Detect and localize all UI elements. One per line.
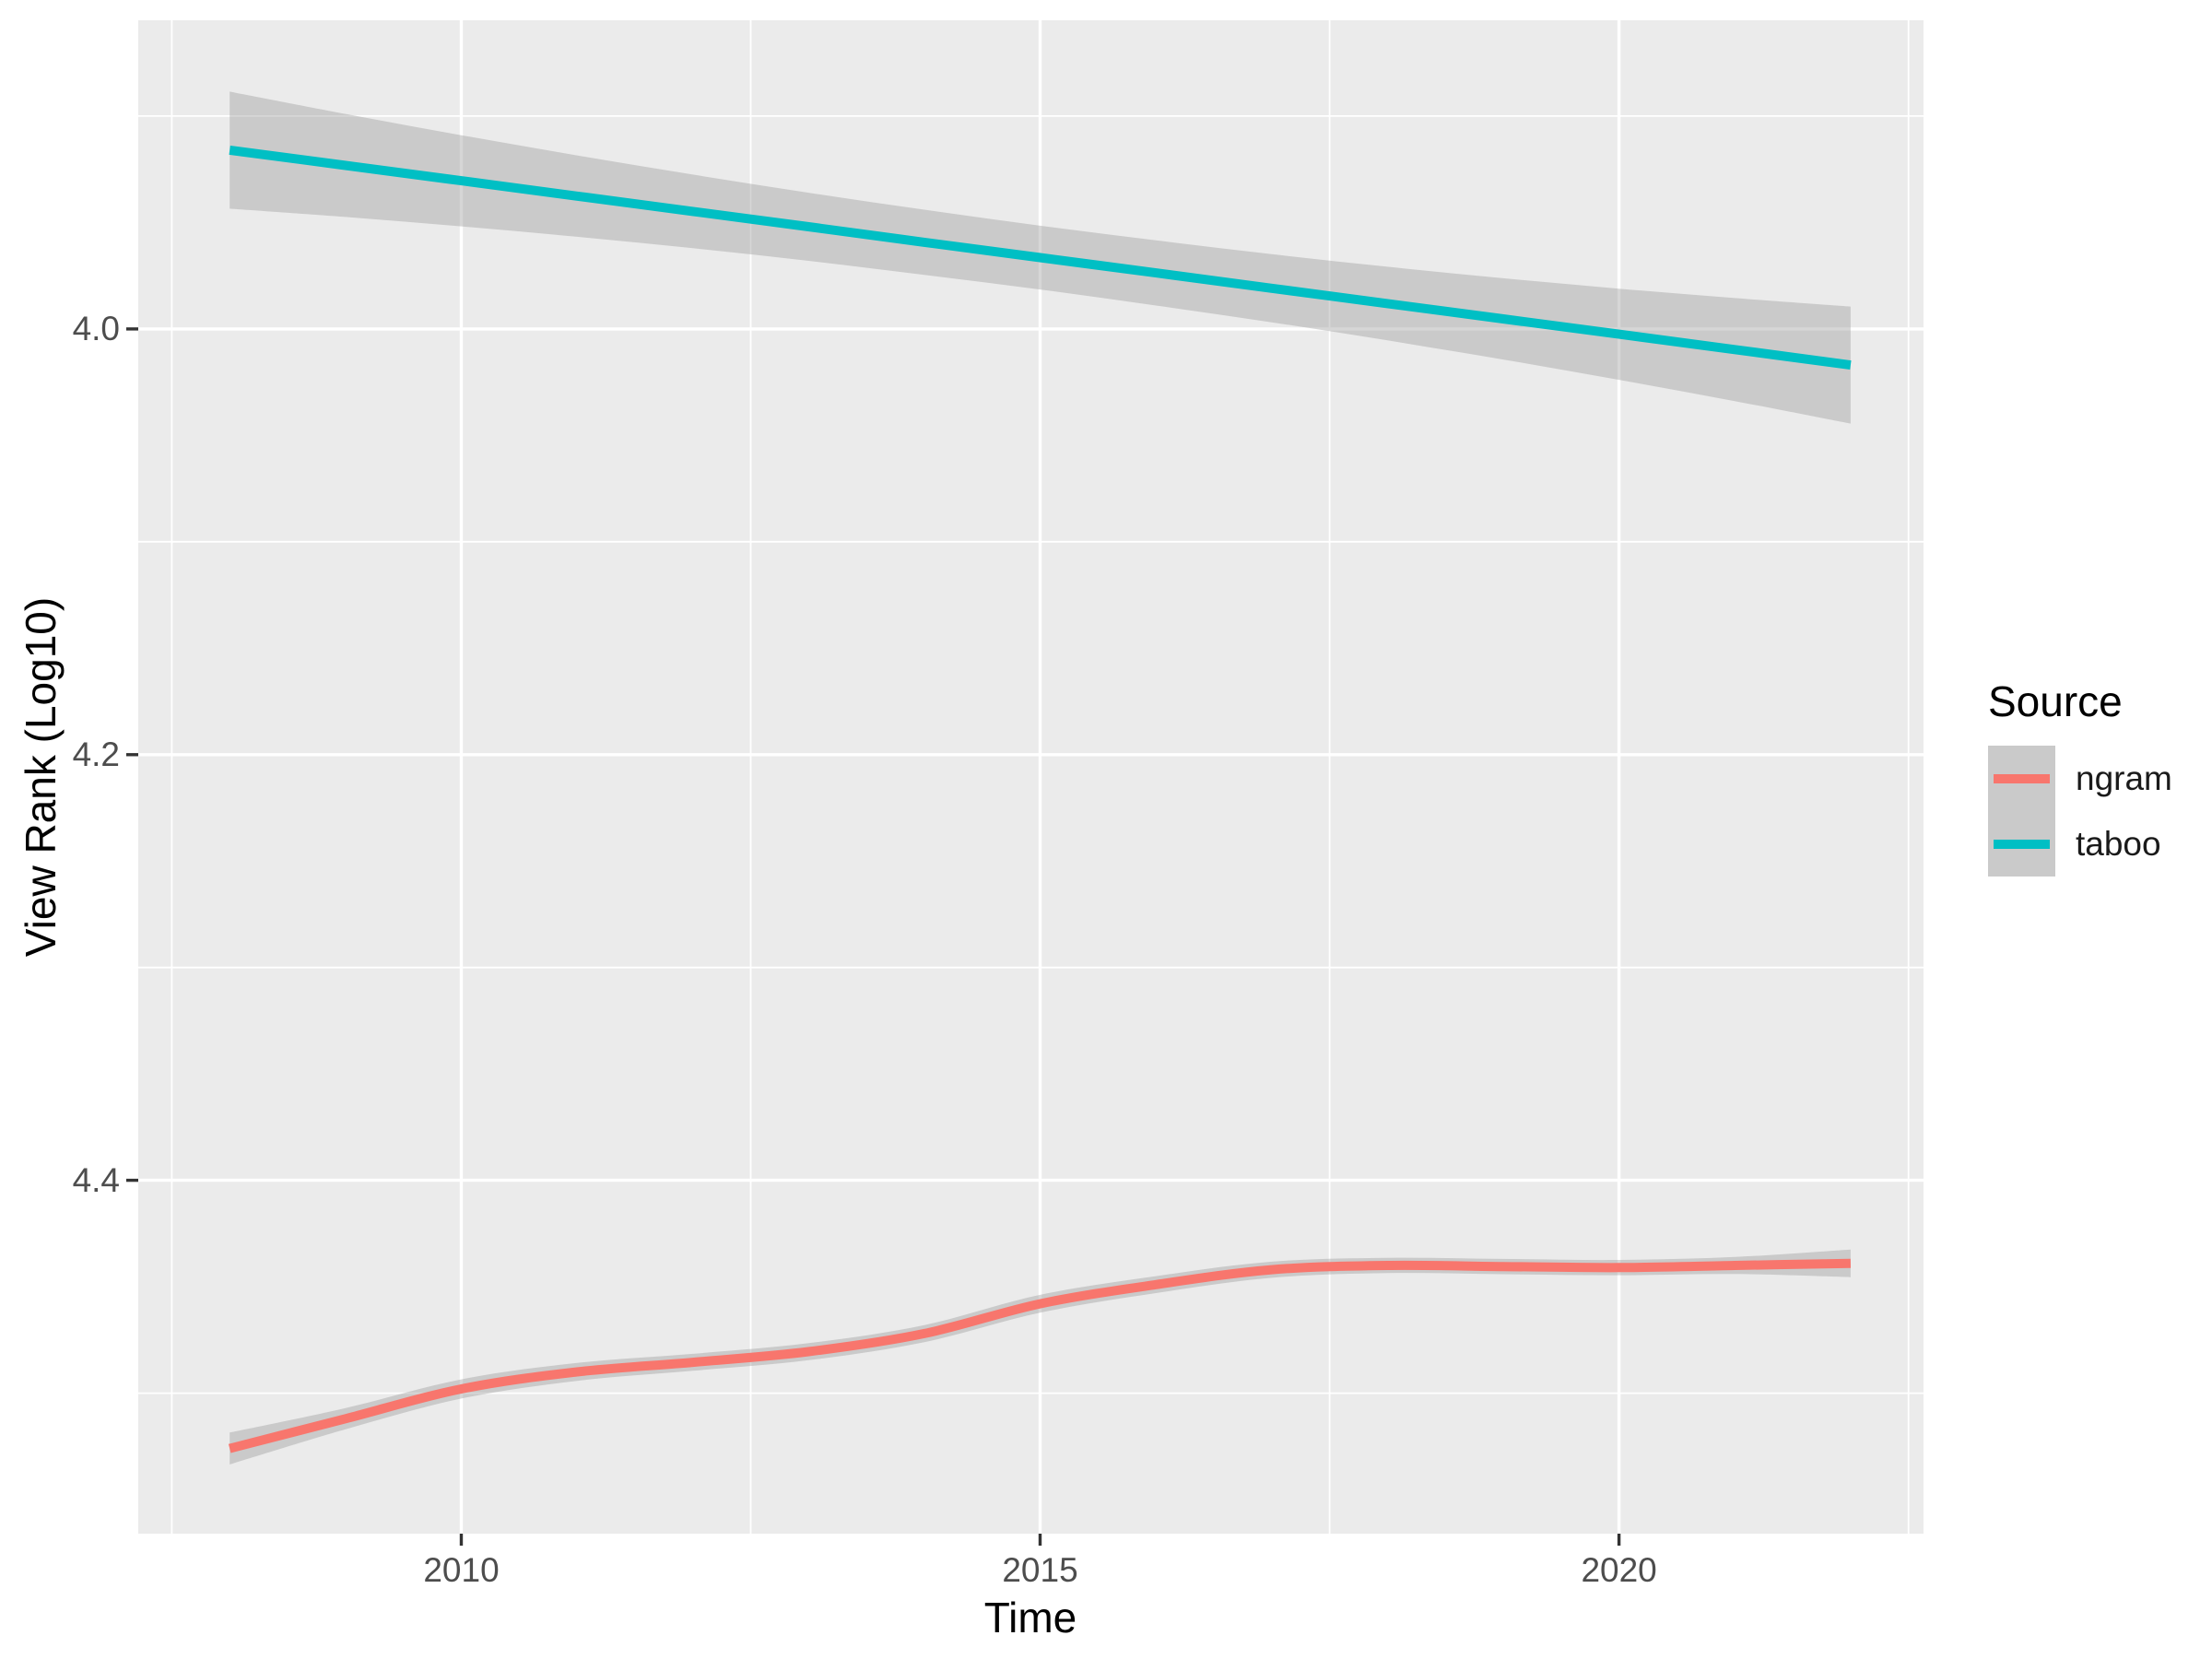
legend: Source ngram taboo — [1988, 679, 2172, 877]
legend-label-ngram: ngram — [2076, 759, 2172, 797]
x-axis-title: Time — [983, 1594, 1077, 1641]
legend-item-ngram: ngram — [1988, 746, 2172, 811]
legend-key-taboo — [1988, 811, 2055, 877]
trend-line-taboo — [229, 145, 1852, 371]
trend-line-ngram — [228, 1258, 1851, 1453]
taboo-line-swatch-icon — [1994, 839, 2050, 849]
panel-background — [138, 20, 1924, 1534]
legend-title: Source — [1988, 677, 2123, 725]
legend-key-ngram — [1988, 746, 2055, 811]
legend-item-taboo: taboo — [1988, 811, 2172, 877]
y-axis-title: View Rank (Log10) — [17, 596, 65, 958]
ngram-line-swatch-icon — [1994, 773, 2050, 783]
legend-items: ngram taboo — [1988, 746, 2172, 877]
legend-label-taboo: taboo — [2076, 824, 2161, 863]
